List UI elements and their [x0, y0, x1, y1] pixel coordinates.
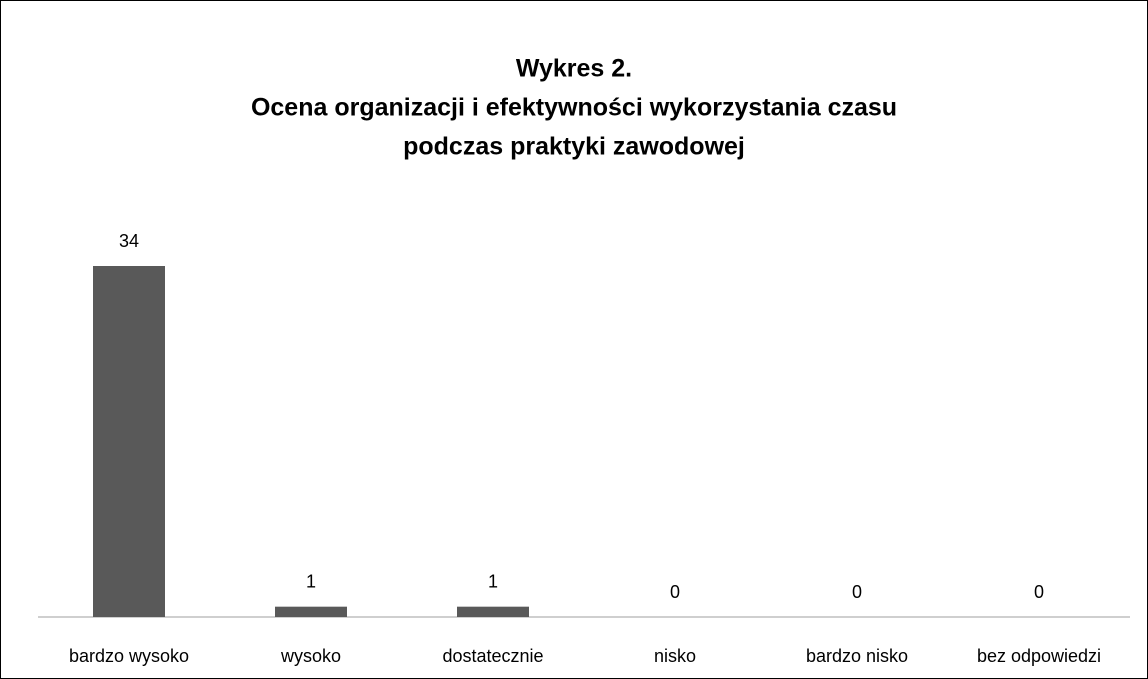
data-label: 1 — [306, 571, 316, 591]
data-label: 0 — [670, 582, 680, 602]
data-label: 34 — [119, 231, 139, 251]
chart-title: Wykres 2. — [516, 55, 632, 83]
chart-title: Ocena organizacji i efektywności wykorzy… — [251, 94, 897, 122]
data-label: 1 — [488, 571, 498, 591]
x-tick-label: bardzo wysoko — [69, 646, 189, 666]
bar — [457, 606, 529, 617]
x-tick-label: dostatecznie — [442, 646, 543, 666]
data-label: 0 — [1034, 582, 1044, 602]
data-label: 0 — [852, 582, 862, 602]
x-tick-label: nisko — [654, 646, 696, 666]
chart-title: podczas praktyki zawodowej — [403, 133, 745, 161]
x-tick-label: bardzo nisko — [806, 646, 908, 666]
x-tick-label: bez odpowiedzi — [977, 646, 1101, 666]
bar — [275, 606, 347, 617]
bar — [93, 266, 165, 617]
x-tick-label: wysoko — [280, 646, 341, 666]
